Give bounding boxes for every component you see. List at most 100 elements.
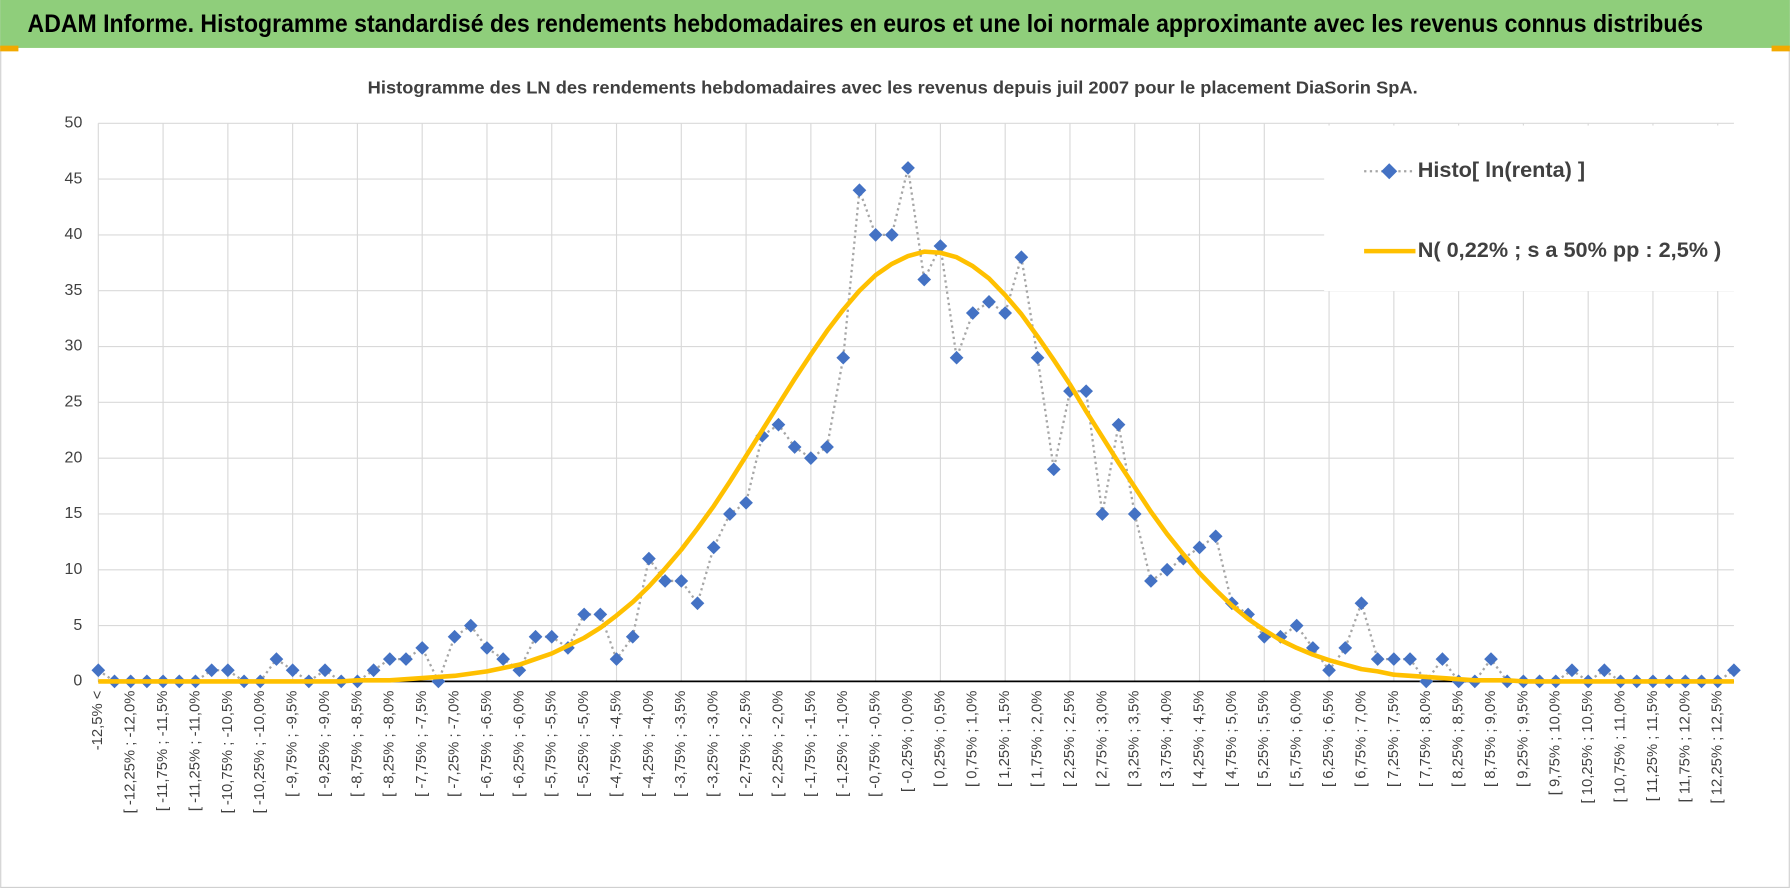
y-tick-label: 25 — [65, 394, 83, 411]
x-tick-label: [ -1,75% ; -1,5% — [803, 691, 819, 797]
x-tick-label: [ 10,75% ; 11,0% — [1612, 691, 1628, 803]
marker — [804, 451, 818, 466]
x-tick-label: [ -8,25% ; -8,0% — [382, 691, 398, 797]
marker — [512, 663, 527, 678]
marker — [998, 306, 1013, 320]
x-tick-label: [ 9,75% ; 10,0% — [1548, 691, 1564, 796]
x-tick-label: [ 6,75% ; 7,0% — [1353, 691, 1369, 787]
x-tick-label: [ 3,75% ; 4,0% — [1159, 691, 1175, 787]
marker — [593, 607, 608, 622]
y-tick-label: 15 — [65, 505, 83, 522]
marker — [609, 652, 624, 666]
marker — [1322, 663, 1336, 678]
x-tick-label: [ 0,25% ; 0,5% — [932, 691, 948, 787]
marker — [1160, 562, 1174, 577]
marker — [1386, 652, 1401, 666]
marker — [1208, 529, 1223, 544]
x-tick-label: [ -5,25% ; -5,0% — [576, 691, 592, 797]
x-tick-label: [ -4,25% ; -4,0% — [641, 691, 657, 797]
x-tick-label: [ 9,25% ; 9,5% — [1515, 691, 1531, 787]
banner-accent — [1771, 45, 1790, 52]
x-tick-label: [ -2,75% ; -2,5% — [738, 691, 754, 797]
x-tick-label: [ -10,25% ; -10,0% — [252, 691, 268, 814]
marker — [1079, 384, 1094, 399]
y-tick-label: 20 — [65, 449, 83, 466]
marker — [447, 629, 462, 644]
marker — [933, 239, 948, 253]
legend: Histo[ ln(renta) ] N( 0,22% ; s a 50% pp … — [1324, 125, 1736, 292]
x-tick-label: [ 4,75% ; 5,0% — [1224, 691, 1240, 787]
x-tick-label: [ 11,25% ; 11,5% — [1645, 691, 1661, 802]
x-tick-label: [ 7,75% ; 8,0% — [1418, 691, 1434, 787]
x-tick-label: [ -7,75% ; -7,5% — [414, 691, 430, 797]
legend-box — [1324, 125, 1736, 292]
x-tick-label: [ 12,25% ; 12,5% — [1710, 691, 1726, 804]
x-tick-label: [ -5,75% ; -5,5% — [544, 691, 560, 797]
marker — [949, 350, 964, 365]
x-tick-label: [ 7,25% ; 7,5% — [1386, 691, 1402, 787]
legend-marker — [1381, 163, 1398, 180]
marker — [544, 629, 559, 644]
x-tick-label: [ -2,25% ; -2,0% — [770, 691, 786, 797]
marker — [496, 652, 511, 666]
y-tick-label: 35 — [65, 282, 83, 299]
marker — [1484, 652, 1498, 666]
x-tick-label: [ 6,25% ; 6,5% — [1321, 691, 1337, 787]
marker — [382, 652, 397, 666]
x-tick-label: [ 4,25% ; 4,5% — [1191, 691, 1207, 787]
x-tick-label: [ 1,25% ; 1,5% — [997, 691, 1013, 787]
x-tick-label: [ -12,25% ; -12,0% — [123, 691, 139, 814]
x-tick-label: [ -0,75% ; -0,5% — [868, 691, 884, 797]
y-tick-label: 10 — [65, 561, 83, 578]
marker — [221, 663, 235, 678]
marker — [625, 629, 640, 644]
x-tick-label: [ 11,75% ; 12,0% — [1677, 691, 1693, 803]
marker — [852, 183, 867, 198]
series-line — [98, 249, 1734, 684]
x-tick-label: [ -3,75% ; -3,5% — [673, 691, 689, 797]
marker — [480, 641, 494, 655]
x-tick-label: [ -10,75% ; -10,5% — [220, 691, 236, 814]
legend-label: Histo[ ln(renta) ] — [1418, 157, 1585, 182]
marker — [204, 663, 219, 678]
marker — [366, 663, 381, 678]
marker — [269, 652, 284, 666]
marker — [1014, 250, 1029, 265]
banner — [0, 0, 1790, 48]
marker — [1127, 507, 1142, 521]
marker — [1370, 652, 1385, 666]
marker — [1111, 417, 1126, 432]
x-tick-label: [ 2,75% ; 3,0% — [1094, 691, 1110, 787]
marker — [1403, 652, 1417, 666]
marker — [1565, 663, 1579, 678]
x-tick-label: [ 3,25% ; 3,5% — [1127, 691, 1143, 787]
marker — [318, 663, 332, 678]
x-tick-label: [ -1,25% ; -1,0% — [835, 691, 851, 797]
marker — [1030, 350, 1045, 365]
marker — [771, 417, 786, 432]
x-tick-label: [ -9,25% ; -9,0% — [317, 691, 333, 797]
y-tick-label: 45 — [65, 170, 83, 187]
x-tick-label: [ 8,75% ; 9,0% — [1483, 691, 1499, 787]
marker — [1063, 384, 1077, 399]
x-tick-label: [ 2,25% ; 2,5% — [1062, 691, 1078, 787]
marker — [91, 663, 106, 678]
x-tick-label: [ -0,25% ; 0,0% — [900, 691, 916, 792]
marker — [901, 161, 915, 175]
y-tick-label: 50 — [65, 114, 83, 131]
legend-label: N( 0,22% ; s a 50% pp : 2,5% ) — [1418, 237, 1722, 262]
marker — [1435, 652, 1450, 666]
x-tick-label: [ -9,75% ; -9,5% — [285, 691, 301, 797]
marker — [285, 663, 300, 678]
x-tick-label: [ 1,75% ; 2,0% — [1029, 691, 1045, 787]
marker — [415, 641, 430, 655]
y-tick-label: 5 — [73, 617, 82, 634]
x-tick-label: [ -4,75% ; -4,5% — [608, 691, 624, 797]
marker — [868, 228, 883, 242]
marker — [1338, 641, 1353, 655]
marker — [399, 652, 413, 666]
x-tick-label: -12,5% < — [90, 691, 106, 751]
plot-area — [91, 161, 1741, 689]
banner-accent — [0, 45, 19, 52]
